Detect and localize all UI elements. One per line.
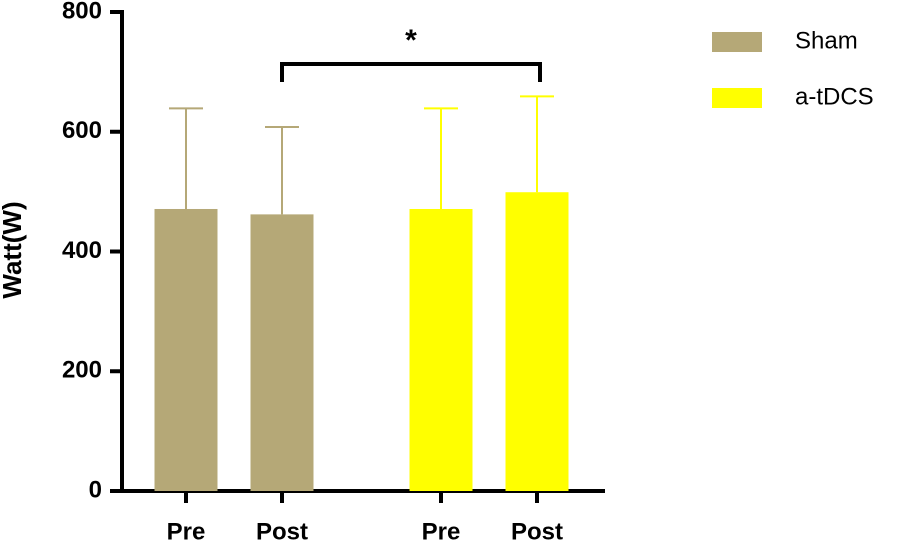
significance-bracket	[280, 62, 542, 82]
y-tick-label: 600	[62, 117, 102, 144]
bar	[154, 208, 218, 491]
y-tick-label: 200	[62, 357, 102, 384]
error-bar	[520, 95, 554, 193]
legend-swatch	[712, 88, 762, 108]
y-tick-label: 400	[62, 237, 102, 264]
legend-label: a-tDCS	[795, 83, 874, 110]
x-tick-label: Pre	[422, 518, 461, 545]
bar	[505, 192, 569, 491]
x-tick-label: Post	[511, 518, 563, 545]
bar	[409, 208, 473, 491]
bar	[250, 214, 314, 491]
y-tick-label: 0	[89, 476, 102, 503]
x-tick-label: Pre	[167, 518, 206, 545]
legend-swatch	[712, 32, 762, 52]
legend-label: Sham	[795, 27, 858, 54]
error-bar	[424, 107, 458, 209]
error-bar	[169, 107, 203, 209]
y-axis-label: Watt(W)	[0, 201, 27, 298]
x-tick-label: Post	[256, 518, 308, 545]
error-bar	[265, 125, 299, 215]
y-tick-label: 800	[62, 0, 102, 24]
significance-label: *	[405, 24, 417, 57]
